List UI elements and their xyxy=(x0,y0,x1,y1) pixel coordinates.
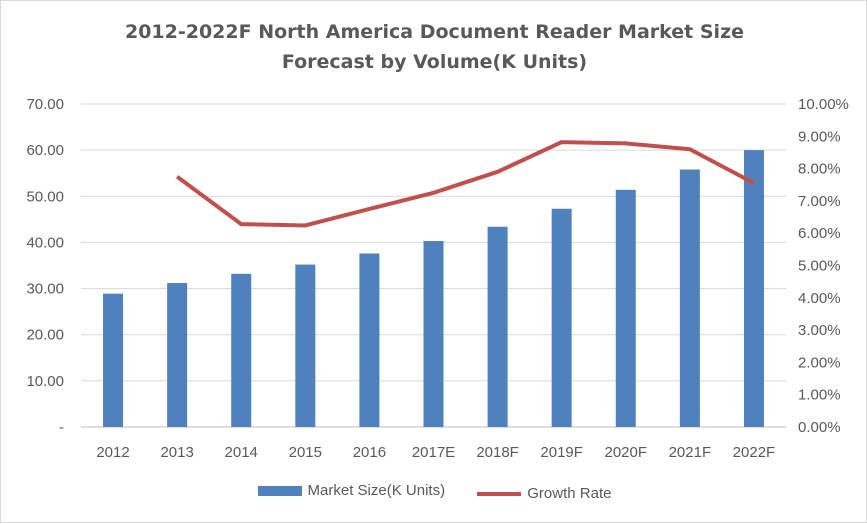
left-tick-label: 20.00 xyxy=(26,327,64,344)
x-tick-label: 2019F xyxy=(540,444,583,461)
x-axis-ticks: 2012 2013 2014 2015 2016 2017E 2018F 2019F 2020F… xyxy=(96,444,775,461)
legend-item-market-size: Market Size(K Units) xyxy=(258,482,446,499)
legend-swatch-line xyxy=(477,492,521,496)
bar xyxy=(552,209,572,427)
x-tick-label: 2016 xyxy=(353,444,386,461)
left-tick-label: 50.00 xyxy=(26,188,64,205)
x-tick-label: 2018F xyxy=(476,444,519,461)
x-tick-label: 2012 xyxy=(96,444,129,461)
bar xyxy=(488,227,508,427)
bar xyxy=(103,294,123,427)
left-tick-label: 30.00 xyxy=(26,281,64,298)
right-tick-label: 2.00% xyxy=(798,354,841,371)
right-tick-label: 1.00% xyxy=(798,387,841,404)
left-tick-label: 40.00 xyxy=(26,234,64,251)
line-series xyxy=(177,142,754,226)
legend-item-growth-rate: Growth Rate xyxy=(477,485,611,502)
left-tick-label: - xyxy=(59,419,64,436)
right-tick-label: 5.00% xyxy=(798,258,841,275)
bar xyxy=(295,265,315,427)
bar xyxy=(744,150,764,427)
right-tick-label: 10.00% xyxy=(798,96,849,113)
right-tick-label: 8.00% xyxy=(798,161,841,178)
bar xyxy=(167,283,187,427)
left-tick-label: 10.00 xyxy=(26,373,64,390)
x-tick-label: 2014 xyxy=(225,444,258,461)
x-tick-label: 2013 xyxy=(160,444,193,461)
left-tick-label: 60.00 xyxy=(26,142,64,159)
bar xyxy=(359,254,379,427)
left-tick-label: 70.00 xyxy=(26,96,64,113)
bar xyxy=(680,170,700,427)
x-tick-label: 2022F xyxy=(733,444,776,461)
legend: Market Size(K Units) Growth Rate xyxy=(1,482,867,502)
left-axis-ticks: - 10.00 20.00 30.00 40.00 50.00 60.00 70.00 xyxy=(26,96,64,436)
x-tick-label: 2020F xyxy=(604,444,647,461)
right-tick-label: 6.00% xyxy=(798,225,841,242)
x-tick-label: 2021F xyxy=(669,444,712,461)
legend-label-growth-rate: Growth Rate xyxy=(527,485,611,502)
legend-swatch-bar xyxy=(258,486,302,496)
x-tick-label: 2015 xyxy=(289,444,322,461)
bar xyxy=(616,190,636,427)
x-tick-label: 2017E xyxy=(412,444,455,461)
right-tick-label: 3.00% xyxy=(798,322,841,339)
right-tick-label: 9.00% xyxy=(798,128,841,145)
right-tick-label: 0.00% xyxy=(798,419,841,436)
right-tick-label: 7.00% xyxy=(798,193,841,210)
bar xyxy=(231,274,251,427)
right-tick-label: 4.00% xyxy=(798,290,841,307)
right-axis-ticks: 0.00% 1.00% 2.00% 3.00% 4.00% 5.00% 6.00% 7.00%… xyxy=(798,96,849,436)
bar xyxy=(424,241,444,427)
growth-rate-line xyxy=(177,142,754,225)
legend-label-market-size: Market Size(K Units) xyxy=(308,482,446,499)
